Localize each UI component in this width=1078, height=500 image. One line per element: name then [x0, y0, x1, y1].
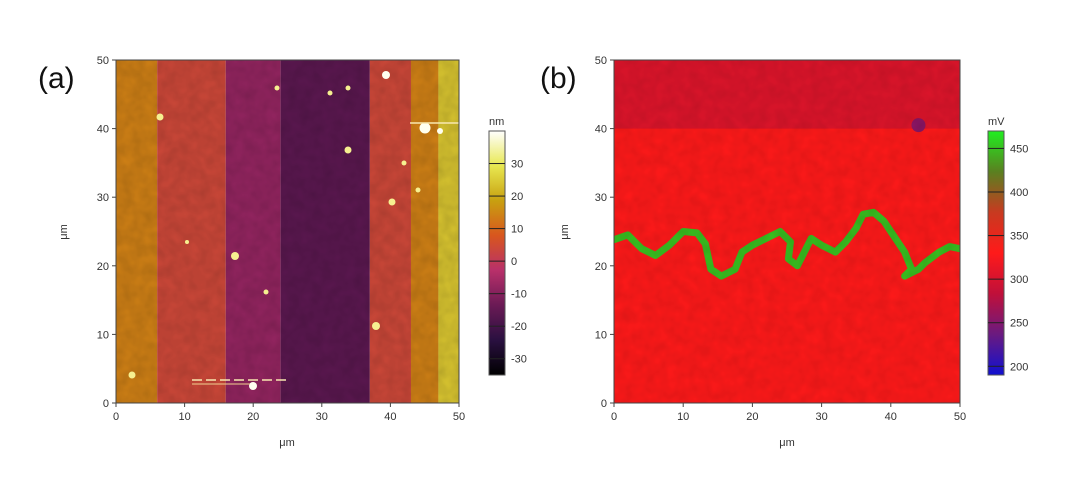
panel-b-y-axis: 0 10 20 30 40 50: [595, 55, 614, 410]
colorbar-tick-label: 300: [1010, 274, 1028, 286]
y-tick-label: 20: [97, 261, 109, 273]
colorbar-tick-label: 350: [1010, 231, 1028, 243]
colorbar-tick-label: 30: [511, 159, 523, 171]
panel-b-colorbar: mV 200 250 300 350 400 450: [987, 116, 1028, 376]
x-tick-label: 50: [954, 411, 966, 423]
x-tick-label: 10: [677, 411, 689, 423]
particle: [388, 198, 396, 206]
x-tick-label: 40: [885, 411, 897, 423]
particle: [231, 252, 239, 260]
particle: [274, 85, 280, 91]
panel-a-x-label: μm: [279, 437, 295, 449]
x-tick-label: 50: [453, 411, 465, 423]
panel-b-x-axis: 0 10 20 30 40 50: [611, 403, 966, 423]
colorbar-tick-label: -30: [511, 354, 527, 366]
panel-b-y-label: μm: [559, 224, 571, 240]
y-tick-label: 10: [97, 329, 109, 341]
panel-a-frame: [115, 59, 460, 404]
panel-a-label: (a): [38, 62, 75, 95]
colorbar-tick-label: -10: [511, 289, 527, 301]
y-tick-label: 50: [595, 55, 607, 67]
colorbar-tick-label: 10: [511, 224, 523, 236]
y-tick-label: 10: [595, 329, 607, 341]
colorbar-tick-label: 0: [511, 256, 517, 268]
particle: [327, 90, 333, 96]
panel-b: (b) 0 10 20 30 40 50 0 10 20 30 40 50 μm μm mV 200…: [540, 55, 1028, 449]
particle: [401, 160, 407, 166]
colorbar-tick-label: 20: [511, 191, 523, 203]
panel-a-y-axis: 0 10 20 30 40 50: [97, 55, 116, 410]
panel-a-surface-features: [128, 71, 459, 390]
particle: [185, 240, 189, 244]
particle: [128, 371, 136, 379]
x-tick-label: 20: [746, 411, 758, 423]
panel-a-y-label: μm: [58, 224, 70, 240]
x-tick-label: 10: [178, 411, 190, 423]
y-tick-label: 20: [595, 261, 607, 273]
particle: [415, 187, 421, 193]
x-tick-label: 20: [247, 411, 259, 423]
colorbar-tick-label: 200: [1010, 361, 1028, 373]
x-tick-label: 30: [316, 411, 328, 423]
colorbar-tick-label: 250: [1010, 318, 1028, 330]
panel-a-x-axis: 0 10 20 30 40 50: [113, 403, 465, 423]
particle: [263, 289, 269, 295]
x-tick-label: 0: [611, 411, 617, 423]
panel-b-texture: [614, 60, 960, 403]
x-tick-label: 30: [815, 411, 827, 423]
colorbar-tick-label: -20: [511, 321, 527, 333]
particle: [345, 85, 351, 91]
panel-a: (a) 0 10 20 30 40 50 0 10 20 30 40 50: [38, 55, 527, 449]
panel-a-texture: [116, 60, 459, 403]
y-tick-label: 40: [595, 124, 607, 136]
particle: [372, 322, 380, 330]
colorbar-gradient: [488, 130, 506, 376]
colorbar-unit: mV: [988, 116, 1005, 128]
particle: [344, 146, 352, 154]
colorbar-gradient: [987, 130, 1005, 376]
colorbar-tick-label: 400: [1010, 187, 1028, 199]
y-tick-label: 40: [97, 124, 109, 136]
particle: [437, 128, 443, 134]
y-tick-label: 30: [97, 192, 109, 204]
particle: [419, 122, 431, 134]
colorbar-unit: nm: [489, 116, 504, 128]
x-tick-label: 0: [113, 411, 119, 423]
y-tick-label: 0: [601, 398, 607, 410]
panel-a-colorbar: nm -30 -20 -10 0 10 20 30: [488, 116, 527, 376]
particle: [382, 71, 390, 79]
panel-b-label: (b): [540, 62, 577, 95]
y-tick-label: 50: [97, 55, 109, 67]
x-tick-label: 40: [384, 411, 396, 423]
colorbar-tick-label: 450: [1010, 143, 1028, 155]
panel-b-frame: [613, 59, 961, 404]
particle: [156, 113, 164, 121]
particle: [249, 382, 257, 390]
panel-b-x-label: μm: [779, 437, 795, 449]
y-tick-label: 0: [103, 398, 109, 410]
y-tick-label: 30: [595, 192, 607, 204]
